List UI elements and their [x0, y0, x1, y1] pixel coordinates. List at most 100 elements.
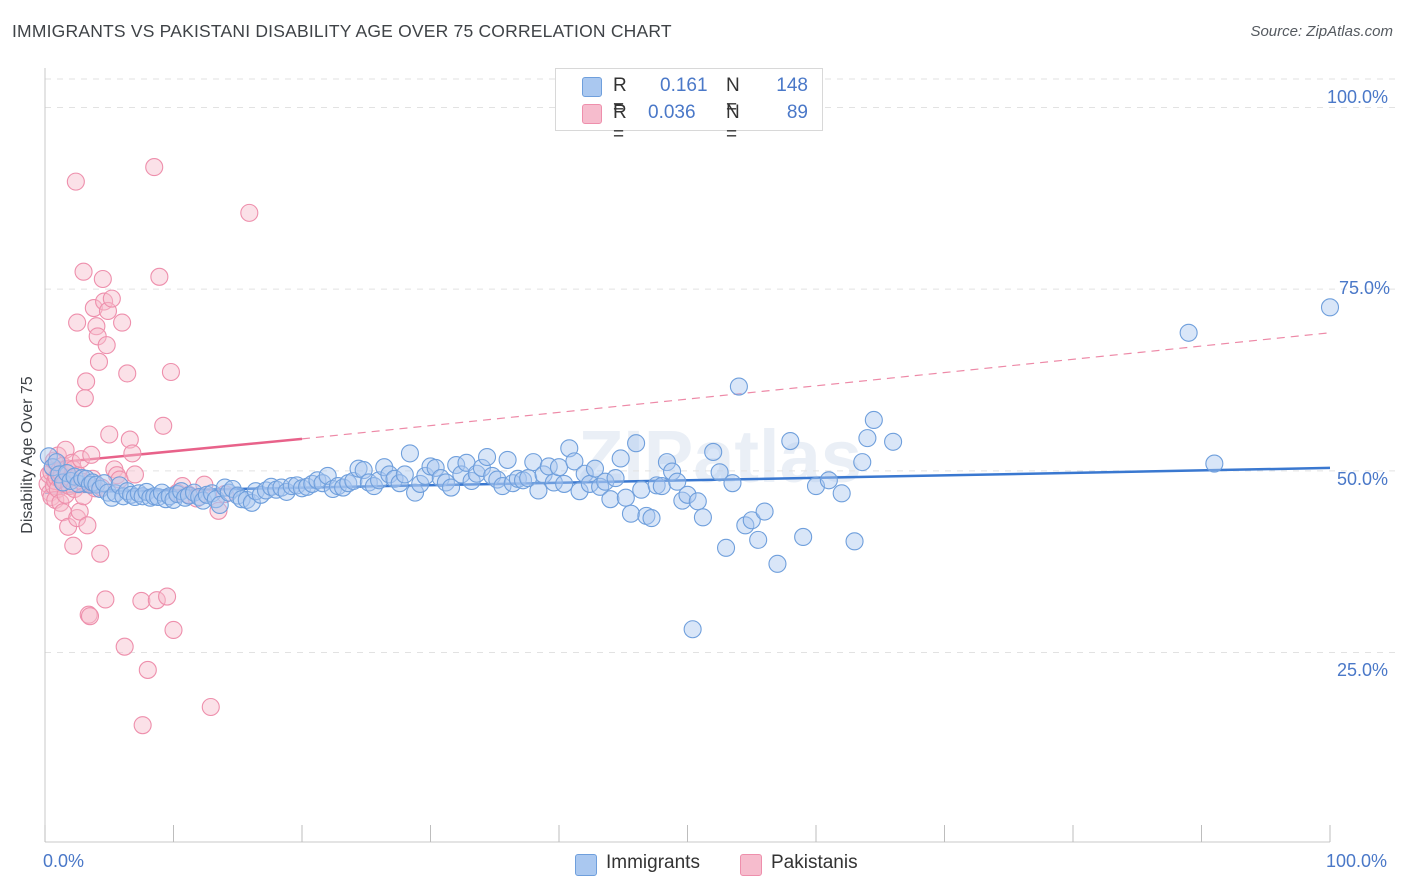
data-point-immigrants	[210, 495, 229, 515]
data-point-immigrants	[477, 447, 497, 467]
data-point-immigrants	[794, 527, 813, 547]
legend-r-label: R =	[613, 75, 627, 118]
data-point-pakistanis	[77, 372, 96, 391]
data-point-pakistanis	[66, 172, 85, 191]
data-point-immigrants	[723, 474, 742, 493]
data-point-immigrants	[575, 464, 594, 483]
y-tick-label-100: 100.0%	[1327, 87, 1389, 107]
data-point-pakistanis	[79, 605, 98, 624]
y-tick-label-50: 50.0%	[1337, 469, 1389, 489]
data-point-pakistanis	[56, 440, 75, 459]
data-point-pakistanis	[147, 591, 166, 610]
data-point-pakistanis	[125, 465, 144, 484]
y-tick-label-75: 75.0%	[1339, 278, 1391, 298]
data-point-immigrants	[704, 442, 723, 461]
data-point-immigrants	[858, 429, 877, 448]
data-point-immigrants	[884, 432, 903, 451]
data-point-immigrants	[390, 474, 409, 493]
data-point-immigrants	[519, 469, 538, 488]
data-point-immigrants	[498, 450, 517, 469]
data-point-immigrants	[729, 377, 748, 396]
data-point-pakistanis	[97, 336, 116, 355]
data-point-immigrants	[768, 554, 787, 573]
source-label: Source: ZipAtlas.com	[1250, 23, 1393, 40]
series-swatch-pakistanis	[740, 854, 762, 876]
data-point-pakistanis	[84, 299, 103, 318]
data-point-immigrants	[627, 434, 646, 453]
legend-swatch-immigrants	[582, 77, 602, 97]
data-point-immigrants	[591, 477, 610, 496]
data-point-immigrants	[710, 463, 729, 482]
legend-n-label: N =	[726, 75, 740, 118]
data-point-immigrants	[647, 476, 666, 495]
data-point-pakistanis	[100, 425, 119, 444]
data-point-immigrants	[716, 538, 736, 557]
data-point-pakistanis	[161, 362, 180, 382]
data-point-pakistanis	[74, 262, 93, 281]
data-point-immigrants	[555, 474, 574, 493]
data-point-immigrants	[570, 482, 589, 501]
y-tick-label-25: 25.0%	[1337, 660, 1389, 680]
data-point-pakistanis	[82, 445, 101, 464]
data-point-immigrants	[1205, 454, 1224, 473]
data-point-immigrants	[864, 410, 883, 430]
data-point-pakistanis	[80, 607, 100, 626]
data-point-immigrants	[303, 474, 322, 493]
data-point-immigrants	[298, 477, 317, 496]
data-point-immigrants	[585, 459, 605, 478]
series-label-immigrants: Immigrants	[606, 852, 700, 873]
data-point-immigrants	[539, 457, 558, 476]
data-point-immigrants	[256, 481, 276, 500]
data-point-pakistanis	[158, 587, 177, 606]
data-point-immigrants	[755, 502, 774, 521]
data-point-pakistanis	[240, 203, 259, 222]
trendline-immigrants	[44, 466, 1331, 494]
legend-n-label: N =	[726, 102, 740, 145]
data-point-pakistanis	[93, 269, 112, 289]
legend-r-value-immigrants: 0.161	[660, 75, 708, 96]
data-point-pakistanis	[113, 313, 132, 332]
data-point-immigrants	[565, 452, 584, 471]
data-point-pakistanis	[96, 590, 115, 609]
data-point-pakistanis	[164, 620, 183, 640]
legend-n-value-immigrants: 148	[776, 75, 808, 96]
data-point-pakistanis	[102, 289, 121, 308]
data-point-pakistanis	[201, 697, 220, 717]
data-point-immigrants	[601, 490, 620, 509]
data-point-pakistanis	[68, 313, 87, 332]
x-tick-label-0: 0.0%	[43, 851, 85, 871]
data-point-immigrants	[781, 431, 800, 451]
series-label-pakistanis: Pakistanis	[771, 852, 858, 873]
data-point-pakistanis	[123, 444, 142, 463]
data-point-immigrants	[819, 471, 838, 490]
data-point-immigrants	[621, 504, 641, 523]
data-point-immigrants	[1179, 323, 1198, 342]
data-point-pakistanis	[75, 389, 94, 408]
data-point-immigrants	[673, 491, 692, 510]
data-point-pakistanis	[154, 416, 173, 435]
legend-r-label: R =	[613, 102, 627, 145]
data-point-immigrants	[606, 469, 625, 488]
data-point-immigrants	[632, 480, 651, 499]
data-point-immigrants	[683, 620, 702, 639]
data-point-immigrants	[95, 474, 114, 493]
x-tick-label-100: 100.0%	[1326, 851, 1388, 871]
data-point-pakistanis	[70, 502, 89, 521]
data-point-immigrants	[642, 509, 661, 528]
data-point-immigrants	[845, 532, 864, 551]
data-point-pakistanis	[120, 430, 139, 449]
data-point-immigrants	[436, 473, 455, 492]
data-point-immigrants	[1320, 298, 1340, 317]
data-point-pakistanis	[115, 637, 134, 656]
legend-swatch-pakistanis	[582, 104, 602, 124]
data-point-pakistanis	[118, 364, 137, 383]
data-point-immigrants	[529, 481, 548, 500]
data-point-pakistanis	[132, 591, 151, 610]
legend-r-value-pakistanis: 0.036	[648, 102, 696, 123]
data-point-immigrants	[596, 472, 615, 491]
data-point-immigrants	[53, 473, 73, 492]
data-point-immigrants	[832, 484, 851, 503]
data-point-immigrants	[549, 458, 569, 477]
data-point-immigrants	[663, 462, 682, 481]
